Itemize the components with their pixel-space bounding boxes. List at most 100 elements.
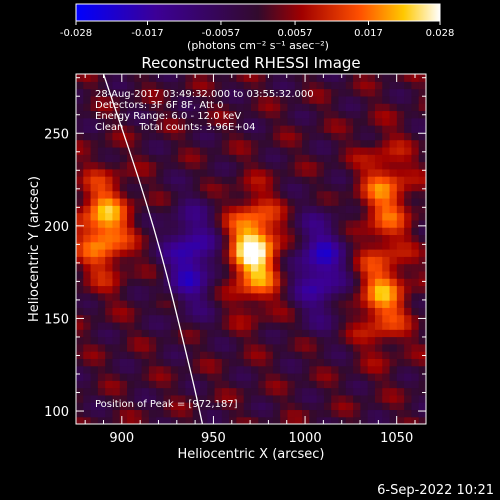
heatmap-cell (76, 256, 84, 265)
heatmap-cell (156, 88, 165, 97)
heatmap-cell (90, 285, 99, 294)
heatmap-cell (418, 139, 426, 148)
heatmap-cell (243, 256, 252, 265)
heatmap-cell (294, 132, 303, 141)
heatmap-cell (404, 110, 413, 119)
heatmap-cell (243, 227, 252, 236)
heatmap-cell (418, 278, 426, 287)
heatmap-cell (265, 161, 274, 170)
heatmap-cell (287, 205, 296, 214)
heatmap-cell (280, 154, 289, 163)
heatmap-cell (112, 212, 121, 221)
heatmap-cell (163, 365, 172, 374)
heatmap-cell (207, 343, 216, 352)
heatmap-cell (302, 321, 310, 330)
heatmap-cell (374, 139, 383, 148)
heatmap-cell (418, 336, 426, 345)
heatmap-cell (382, 183, 391, 192)
heatmap-cell (251, 154, 259, 163)
heatmap-cell (316, 402, 325, 411)
heatmap-cell (382, 161, 391, 170)
heatmap-cell (418, 125, 426, 133)
heatmap-cell (90, 307, 99, 316)
heatmap-cell (287, 161, 296, 170)
heatmap-cell (192, 139, 201, 148)
heatmap-cell (265, 336, 274, 345)
heatmap-cell (258, 249, 267, 257)
heatmap-cell (170, 154, 179, 163)
heatmap-cell (236, 139, 245, 148)
heatmap-cell (309, 117, 318, 126)
heatmap-cell (294, 139, 303, 148)
heatmap-cell (207, 212, 216, 221)
heatmap-cell (97, 300, 106, 308)
heatmap-cell (251, 161, 259, 170)
heatmap-cell (396, 103, 405, 112)
heatmap-cell (404, 161, 413, 170)
heatmap-cell (374, 372, 383, 381)
heatmap-cell (345, 219, 354, 228)
heatmap-cell (156, 314, 165, 323)
heatmap-cell (404, 372, 413, 381)
heatmap-cell (360, 372, 369, 381)
heatmap-cell (323, 329, 332, 338)
heatmap-cell (170, 74, 179, 82)
x-tick-label: 1050 (380, 431, 413, 446)
heatmap-cell (294, 329, 303, 338)
heatmap-cell (280, 278, 289, 287)
heatmap-cell (374, 380, 383, 389)
heatmap-cell (105, 219, 114, 228)
y-tick-label: 200 (44, 220, 69, 235)
heatmap-cell (236, 132, 245, 141)
heatmap-cell (119, 125, 128, 133)
heatmap-cell (141, 329, 150, 338)
heatmap-cell (287, 139, 296, 148)
colorbar-tick-label: 0.0057 (278, 28, 313, 39)
heatmap-cell (185, 88, 194, 97)
heatmap-cell (83, 372, 92, 381)
heatmap-cell (148, 402, 157, 411)
heatmap-cell (134, 343, 143, 352)
heatmap-cell (251, 307, 259, 316)
heatmap-cell (353, 256, 361, 265)
heatmap-cell (207, 394, 216, 403)
heatmap-cell (287, 74, 296, 82)
heatmap-cell (338, 351, 347, 359)
heatmap-cell (251, 372, 259, 381)
heatmap-cell (207, 88, 216, 97)
heatmap-cell (148, 358, 157, 367)
heatmap-cell (141, 358, 150, 367)
heatmap-cell (97, 394, 106, 403)
heatmap-cell (411, 336, 420, 345)
heatmap-cell (141, 402, 150, 411)
heatmap-cell (418, 292, 426, 301)
heatmap-cell (280, 387, 289, 396)
heatmap-cell (404, 139, 413, 148)
heatmap-cell (243, 110, 252, 119)
heatmap-cell (367, 351, 376, 359)
heatmap-cell (353, 394, 361, 403)
heatmap-cell (119, 183, 128, 192)
heatmap-cell (243, 409, 252, 418)
heatmap-cell (192, 95, 201, 104)
heatmap-cell (214, 103, 223, 112)
heatmap-cell (170, 117, 179, 126)
heatmap-cell (148, 249, 157, 257)
heatmap-cell (353, 416, 361, 424)
heatmap-cell (207, 190, 216, 199)
heatmap-cell (192, 103, 201, 112)
heatmap-cell (112, 300, 121, 308)
heatmap-cell (382, 249, 391, 257)
heatmap-cell (207, 227, 216, 236)
y-tick-label: 150 (44, 312, 69, 327)
heatmap-cell (323, 154, 332, 163)
heatmap-cell (338, 183, 347, 192)
heatmap-cell (389, 358, 398, 367)
heatmap-cell (367, 394, 376, 403)
heatmap-cell (221, 394, 230, 403)
heatmap-cell (265, 402, 274, 411)
heatmap-cell (119, 256, 128, 265)
heatmap-cell (90, 358, 99, 367)
heatmap-cell (148, 329, 157, 338)
heatmap-cell (323, 205, 332, 214)
